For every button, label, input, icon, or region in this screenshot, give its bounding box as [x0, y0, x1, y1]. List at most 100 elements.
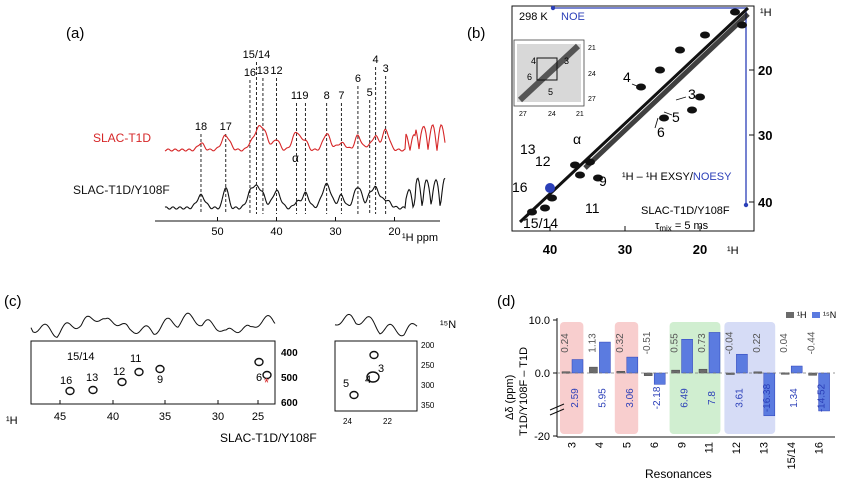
bar-value-label: 0.73 [697, 333, 708, 353]
bar [681, 339, 693, 374]
inset-peak-labels: 4 3 6 5 [527, 56, 569, 97]
arrow [654, 117, 659, 129]
hsqc-peak [366, 371, 380, 383]
bar [698, 368, 708, 374]
inset-box [536, 57, 558, 81]
hsqc-peak [117, 377, 127, 387]
peak-markers: 18 17 16 15/14 13 12 11 9 8 765 43 [195, 49, 389, 214]
cross-peak [570, 161, 580, 169]
right-tick-label: 40 [758, 195, 772, 210]
bar-value-label: 3.06 [625, 388, 636, 408]
highlight-band [614, 322, 639, 434]
hsqc-peak [134, 367, 144, 377]
bar [708, 332, 721, 374]
bar-value-label: 0.24 [560, 333, 571, 353]
cross-peak-label: 16 [512, 179, 528, 195]
y-axis-label-2: T1D/Y108F – T1D [518, 347, 530, 436]
arrow [675, 96, 687, 101]
alpha-label: α [292, 151, 299, 165]
hsqc-peak-label: 4 [365, 374, 371, 386]
cross-peak [547, 194, 557, 202]
hsqc-y-tick: 500 [281, 373, 298, 384]
inset-peak-label: 4 [531, 56, 536, 66]
x-tick-label: 9 [676, 442, 688, 448]
panel-a-label: (a) [66, 25, 84, 42]
bar-value-label: 7.8 [707, 391, 718, 405]
legend-label-h: ¹H [797, 310, 807, 320]
bar-value-label: -0.04 [724, 331, 735, 354]
ppm-axis-ticks: 50 40 30 20 [211, 217, 401, 238]
bottom-tick-label: 20 [693, 242, 707, 257]
sample-label-c: SLAC-T1D/Y108F [220, 431, 317, 445]
h1-label: ¹H [6, 415, 18, 427]
cross-peak [540, 204, 550, 212]
peak-label: 13 [257, 65, 269, 77]
bar [790, 365, 803, 374]
hsqc-peak-label: 16 [60, 375, 72, 387]
legend-swatch-n [812, 312, 820, 318]
peak-label: 6 [355, 73, 361, 85]
hsqc-x-tick: 30 [212, 411, 224, 423]
hsqc-peak-label: 6 [256, 372, 262, 384]
cross-peak [675, 46, 685, 54]
x-tick-label: 13 [759, 442, 771, 454]
noe-label: NOE [561, 11, 585, 23]
bar-value-label: 2.59 [570, 388, 581, 408]
peak-label: 12 [270, 65, 282, 77]
inset-tick: 27 [519, 111, 527, 118]
bar [626, 356, 639, 374]
bar [571, 359, 584, 374]
asterisk-marker: * [264, 375, 269, 390]
inset-tick: 21 [588, 45, 596, 52]
peak-label: 5 [367, 87, 373, 99]
peak-label: 7 [338, 90, 344, 102]
hsqc-x-tick: 25 [252, 411, 264, 423]
panel-b-label: (b) [467, 25, 485, 42]
spectrum-red-trace [164, 123, 446, 152]
bar-value-label: 0.55 [670, 333, 681, 353]
noe-corner-dot [550, 5, 556, 11]
x-tick-label: 6 [649, 442, 661, 448]
x-tick-label: 16 [813, 442, 825, 454]
cross-peak [545, 183, 555, 193]
hsqc-x-tick: 40 [107, 411, 119, 423]
bar-value-label: 0.04 [779, 333, 790, 353]
hsqc-x-tick: 24 [343, 417, 352, 426]
bar [653, 372, 666, 385]
hsqc-peaks [65, 350, 380, 400]
hsqc-x-tick: 22 [383, 417, 392, 426]
bar [616, 371, 626, 374]
bottom-tick-label: 30 [618, 242, 632, 257]
exsy-axis-ticks: 40 30 20 20 30 40 [543, 63, 773, 257]
inset-peak-label: 5 [548, 87, 553, 97]
cross-peak-label: 15/14 [523, 215, 558, 231]
cross-peak-label: 11 [585, 200, 600, 216]
bar-value-label: -2.18 [652, 386, 663, 409]
hsqc-y-tick: 200 [421, 341, 435, 350]
temperature-label: 298 K [519, 11, 548, 23]
y-tick-label: 0.0 [535, 368, 550, 380]
x-axis-label: Resonances [645, 467, 712, 481]
cross-peak-label: 12 [535, 153, 551, 169]
y-axis-ticks: 10.0 0.0 -20 [529, 315, 557, 443]
peak-label: 18 [195, 121, 207, 133]
cross-peak [700, 31, 710, 39]
bar-value-label: -0.44 [807, 331, 818, 354]
inset-peak-label: 6 [527, 72, 532, 82]
sample-label: SLAC-T1D/Y108F [641, 205, 730, 217]
hsqc-peak-label: 12 [113, 366, 125, 378]
bar [736, 353, 748, 374]
bar-value-label: -0.51 [642, 331, 653, 354]
hsqc-peak-label: 15/14 [67, 351, 95, 363]
hsqc-frame-left [30, 340, 276, 405]
bottom-axis-unit: ¹H [727, 245, 739, 257]
spectrum-black-trace [164, 177, 446, 210]
cross-peak [636, 83, 646, 91]
inset-tick: 21 [576, 111, 584, 118]
cross-peak [593, 174, 603, 182]
